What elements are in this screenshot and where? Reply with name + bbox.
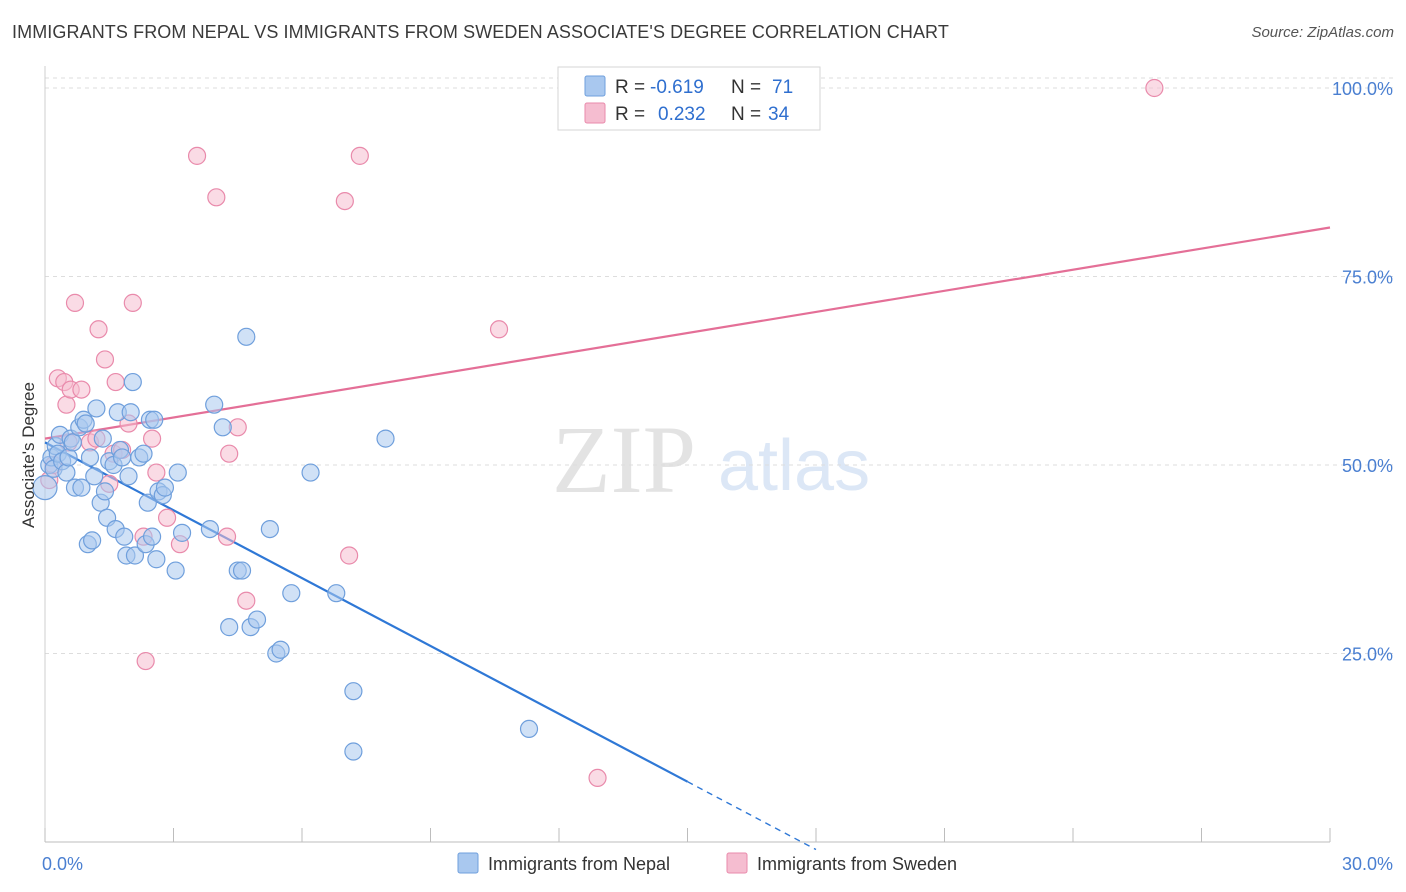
nepal-point [282, 584, 301, 603]
nepal-point [376, 429, 395, 448]
nepal-point [123, 372, 142, 392]
nepal-point [138, 493, 157, 512]
sweden-point [187, 146, 207, 165]
nepal-point [220, 618, 239, 637]
watermark-atlas: atlas [718, 426, 870, 506]
nepal-point [260, 519, 279, 539]
sweden-point [157, 508, 177, 527]
sweden-point [136, 651, 155, 671]
bottom-legend-sweden-swatch [726, 852, 748, 874]
nepal-r-label: R = [615, 77, 645, 98]
nepal-point [57, 463, 76, 482]
sweden-point [57, 395, 76, 414]
nepal-trend-line-extension [687, 781, 817, 851]
sweden-point [147, 463, 166, 482]
chart-title: IMMIGRANTS FROM NEPAL VS IMMIGRANTS FROM… [12, 22, 949, 42]
sweden-point [350, 146, 369, 165]
trend-lines [44, 226, 1331, 851]
tick-labels: 25.0% 50.0% 75.0% 100.0% 0.0% 30.0% [42, 79, 1393, 874]
y-tick-label-75: 75.0% [1342, 268, 1393, 288]
nepal-point [344, 742, 363, 761]
nepal-point [213, 418, 232, 437]
nepal-point [85, 467, 104, 486]
nepal-point [115, 527, 134, 546]
sweden-point [335, 192, 354, 211]
watermark-zip: ZIP [552, 406, 696, 513]
nepal-point [271, 640, 290, 659]
nepal-point [134, 444, 153, 463]
sweden-trend-line [44, 226, 1331, 440]
nepal-n-value: 71 [772, 77, 793, 98]
nepal-point [166, 561, 185, 580]
nepal-point [93, 429, 112, 448]
sweden-point [95, 350, 115, 369]
bottom-legend-sweden-label: Immigrants from Sweden [757, 854, 957, 874]
nepal-point [155, 478, 175, 497]
nepal-point [32, 475, 58, 501]
y-tick-label-100: 100.0% [1332, 79, 1393, 99]
sweden-point [588, 768, 607, 788]
nepal-point [112, 448, 132, 467]
nepal-point [80, 448, 100, 467]
nepal-point [232, 561, 252, 580]
sweden-n-label: N = [731, 104, 761, 125]
sweden-point [72, 380, 91, 399]
sweden-point [340, 546, 359, 565]
nepal-point [72, 478, 91, 497]
sweden-n-value: 34 [768, 104, 790, 125]
sweden-point [106, 372, 125, 392]
nepal-point [119, 467, 138, 486]
nepal-points [32, 327, 539, 761]
nepal-point [63, 433, 82, 452]
nepal-point [87, 399, 106, 418]
y-tick-label-25: 25.0% [1342, 645, 1393, 665]
x-tick-label-max: 30.0% [1342, 854, 1393, 874]
stats-legend: R = -0.619 N = 71 R = 0.232 N = 34 [557, 66, 821, 131]
nepal-point [147, 550, 166, 569]
nepal-n-label: N = [731, 77, 761, 98]
nepal-point [237, 327, 256, 346]
sweden-point [207, 188, 226, 207]
sweden-r-label: R = [615, 104, 645, 125]
sweden-point [89, 320, 108, 339]
bottom-legend-nepal-swatch [457, 852, 479, 874]
nepal-r-value: -0.619 [650, 77, 704, 98]
nepal-point [247, 610, 267, 629]
sweden-r-value: 0.232 [658, 104, 706, 125]
nepal-point [344, 682, 363, 701]
nepal-point [519, 719, 539, 739]
sweden-point [123, 293, 142, 312]
nepal-point [76, 414, 95, 433]
sweden-point [220, 444, 239, 463]
source-label: Source: ZipAtlas.com [1251, 24, 1394, 41]
nepal-point [200, 519, 220, 539]
sweden-swatch [584, 102, 606, 124]
sweden-point [65, 293, 85, 312]
sweden-point [237, 591, 256, 610]
sweden-point [217, 527, 237, 546]
nepal-point [301, 463, 320, 482]
nepal-point [327, 584, 346, 603]
nepal-point [95, 482, 115, 501]
nepal-point [121, 403, 140, 422]
y-axis-title: Associate's Degree [19, 382, 38, 528]
nepal-point [83, 531, 102, 550]
sweden-point [142, 429, 162, 448]
nepal-point [125, 546, 145, 565]
nepal-point [59, 448, 78, 467]
nepal-point [142, 527, 162, 546]
sweden-point [489, 320, 509, 339]
nepal-point [168, 463, 187, 482]
bottom-legend-nepal-label: Immigrants from Nepal [488, 854, 670, 874]
sweden-point [1145, 78, 1164, 98]
nepal-point [172, 523, 192, 542]
nepal-point [205, 395, 224, 414]
bottom-legend: Immigrants from Nepal Immigrants from Sw… [457, 852, 957, 874]
y-tick-label-50: 50.0% [1342, 456, 1393, 476]
x-tick-label-min: 0.0% [42, 854, 83, 874]
nepal-swatch [584, 75, 606, 97]
nepal-point [145, 410, 164, 429]
